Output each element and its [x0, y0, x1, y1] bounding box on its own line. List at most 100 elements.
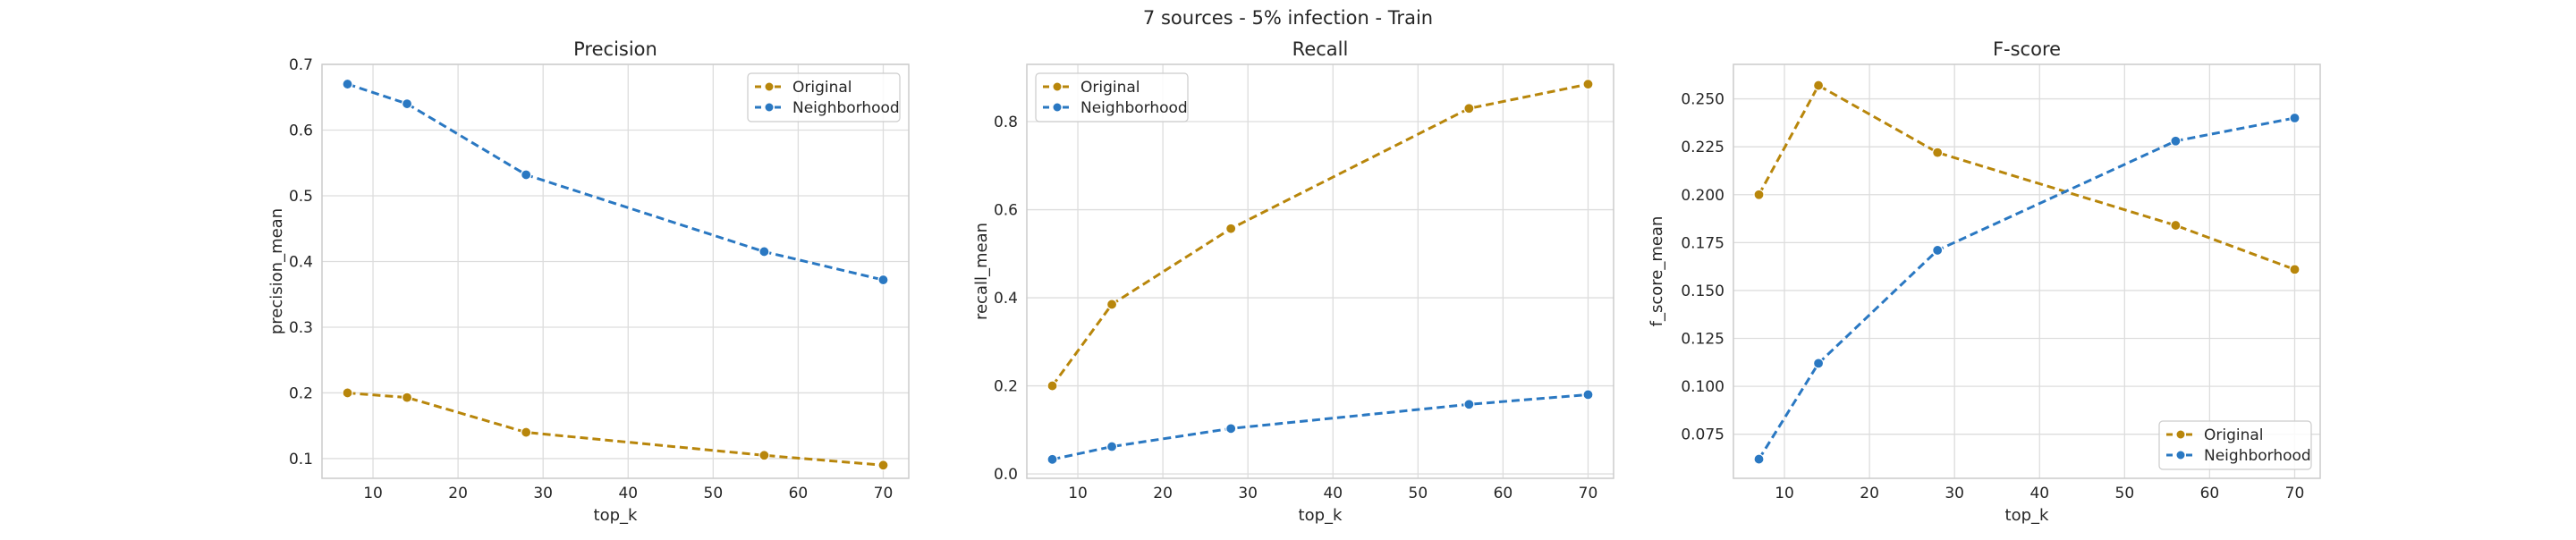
y-tick-label: 0.4 — [994, 290, 1018, 308]
legend: Original Neighborhood — [1035, 72, 1189, 122]
x-tick-label: 20 — [1860, 485, 1879, 502]
legend-marker — [2175, 450, 2186, 460]
y-tick-label: 0.2 — [289, 384, 313, 402]
y-tick-label: 0.125 — [1681, 331, 1724, 349]
y-tick-label: 0.5 — [289, 188, 313, 206]
data-point — [521, 169, 532, 181]
series-line-original — [347, 392, 884, 467]
data-point — [2289, 112, 2301, 124]
x-tick-label: 70 — [874, 485, 894, 502]
data-point — [1812, 80, 1825, 91]
legend-marker — [1052, 102, 1063, 113]
data-point — [758, 450, 770, 461]
x-tick-label: 10 — [1068, 485, 1088, 502]
y-tick-label: 0.250 — [1681, 91, 1724, 109]
data-point — [758, 246, 770, 257]
x-axis-label: top_k — [594, 506, 638, 525]
data-point — [521, 426, 532, 438]
data-point — [1932, 244, 1944, 257]
x-tick-label: 70 — [2285, 485, 2305, 502]
legend-marker — [2175, 429, 2186, 440]
legend-label: Neighborhood — [1080, 99, 1188, 117]
data-point — [1582, 79, 1594, 90]
series-line-original — [1758, 83, 2296, 271]
plot-f-score: 10 20 30 40 50 60 70 0.075 0.100 0.125 0.150 0.175 0… — [1648, 38, 2321, 525]
y-axis-label: recall_mean — [972, 223, 991, 320]
y-tick-label: 0.6 — [289, 122, 313, 139]
legend: Original Neighborhood — [747, 72, 901, 122]
x-tick-label: 40 — [2029, 485, 2049, 502]
legend-box — [1035, 72, 1189, 122]
y-tick-label: 0.175 — [1681, 234, 1724, 252]
x-tick-label: 40 — [618, 485, 638, 502]
legend-label: Original — [792, 79, 852, 97]
data-point — [2289, 264, 2301, 275]
legend-label: Neighborhood — [2204, 447, 2311, 465]
x-tick-label: 20 — [448, 485, 468, 502]
y-tick-label: 0.100 — [1681, 378, 1724, 396]
x-tick-label: 50 — [704, 485, 724, 502]
legend: Original Neighborhood — [2158, 420, 2312, 470]
plot-precision: 10 20 30 40 50 60 70 0.1 0.2 0.3 0.4 0.5 0.6 0.7 Preci… — [267, 38, 910, 525]
data-point — [1106, 299, 1118, 310]
data-point — [342, 78, 353, 90]
data-point — [1463, 103, 1475, 114]
plot-title: Precision — [573, 38, 657, 60]
data-point — [1225, 223, 1237, 234]
x-tick-label: 10 — [1775, 485, 1794, 502]
y-tick-label: 0.150 — [1681, 283, 1724, 300]
data-point — [877, 460, 889, 471]
data-point — [401, 392, 413, 403]
y-tick-label: 0.6 — [994, 202, 1018, 220]
x-tick-label: 20 — [1153, 485, 1173, 502]
y-tick-label: 0.1 — [289, 451, 313, 468]
legend-box — [2158, 420, 2312, 470]
plot-area — [322, 64, 909, 478]
y-tick-label: 0.2 — [994, 378, 1018, 396]
y-tick-label: 0.3 — [289, 319, 313, 337]
x-tick-label: 60 — [2200, 485, 2220, 502]
data-point — [877, 274, 889, 286]
plot-area — [1733, 64, 2320, 478]
plot-frame — [1026, 63, 1614, 479]
y-tick-label: 0.8 — [994, 114, 1018, 131]
data-point — [2170, 219, 2182, 232]
data-point — [1046, 453, 1058, 465]
x-tick-label: 60 — [1494, 485, 1513, 502]
plot-title: F-score — [1993, 38, 2061, 60]
data-point — [2170, 135, 2182, 147]
data-point — [1812, 358, 1825, 369]
y-tick-label: 0.4 — [289, 253, 313, 271]
data-point — [1582, 389, 1594, 401]
x-tick-label: 50 — [2115, 485, 2135, 502]
data-point — [1753, 189, 1765, 200]
x-tick-label: 70 — [1579, 485, 1598, 502]
y-tick-label: 0.075 — [1681, 426, 1724, 444]
x-tick-label: 10 — [363, 485, 383, 502]
x-axis-label: top_k — [2005, 506, 2049, 525]
legend-box — [747, 72, 901, 122]
legend-marker — [764, 102, 775, 113]
y-tick-label: 0.7 — [289, 56, 313, 74]
data-point — [401, 97, 413, 110]
plot-frame — [321, 63, 910, 479]
x-tick-label: 40 — [1323, 485, 1343, 502]
y-tick-label: 0.200 — [1681, 187, 1724, 205]
legend-label: Original — [1080, 79, 1140, 97]
figure-suptitle: 7 sources - 5% infection - Train — [1143, 7, 1433, 29]
legend-label: Original — [2204, 426, 2264, 444]
plot-area — [1027, 64, 1614, 478]
data-point — [1046, 380, 1058, 392]
data-point — [342, 387, 353, 399]
data-point — [1225, 423, 1237, 435]
legend-marker — [764, 81, 775, 92]
data-point — [1932, 147, 1944, 158]
data-point — [1753, 453, 1765, 465]
x-tick-label: 30 — [1238, 485, 1258, 502]
x-axis-label: top_k — [1299, 506, 1343, 525]
x-tick-label: 50 — [1409, 485, 1428, 502]
plot-recall: 10 20 30 40 50 60 70 0.0 0.2 0.4 0.6 0.8 Recall top_k… — [972, 38, 1614, 525]
legend-label: Neighborhood — [792, 99, 900, 117]
